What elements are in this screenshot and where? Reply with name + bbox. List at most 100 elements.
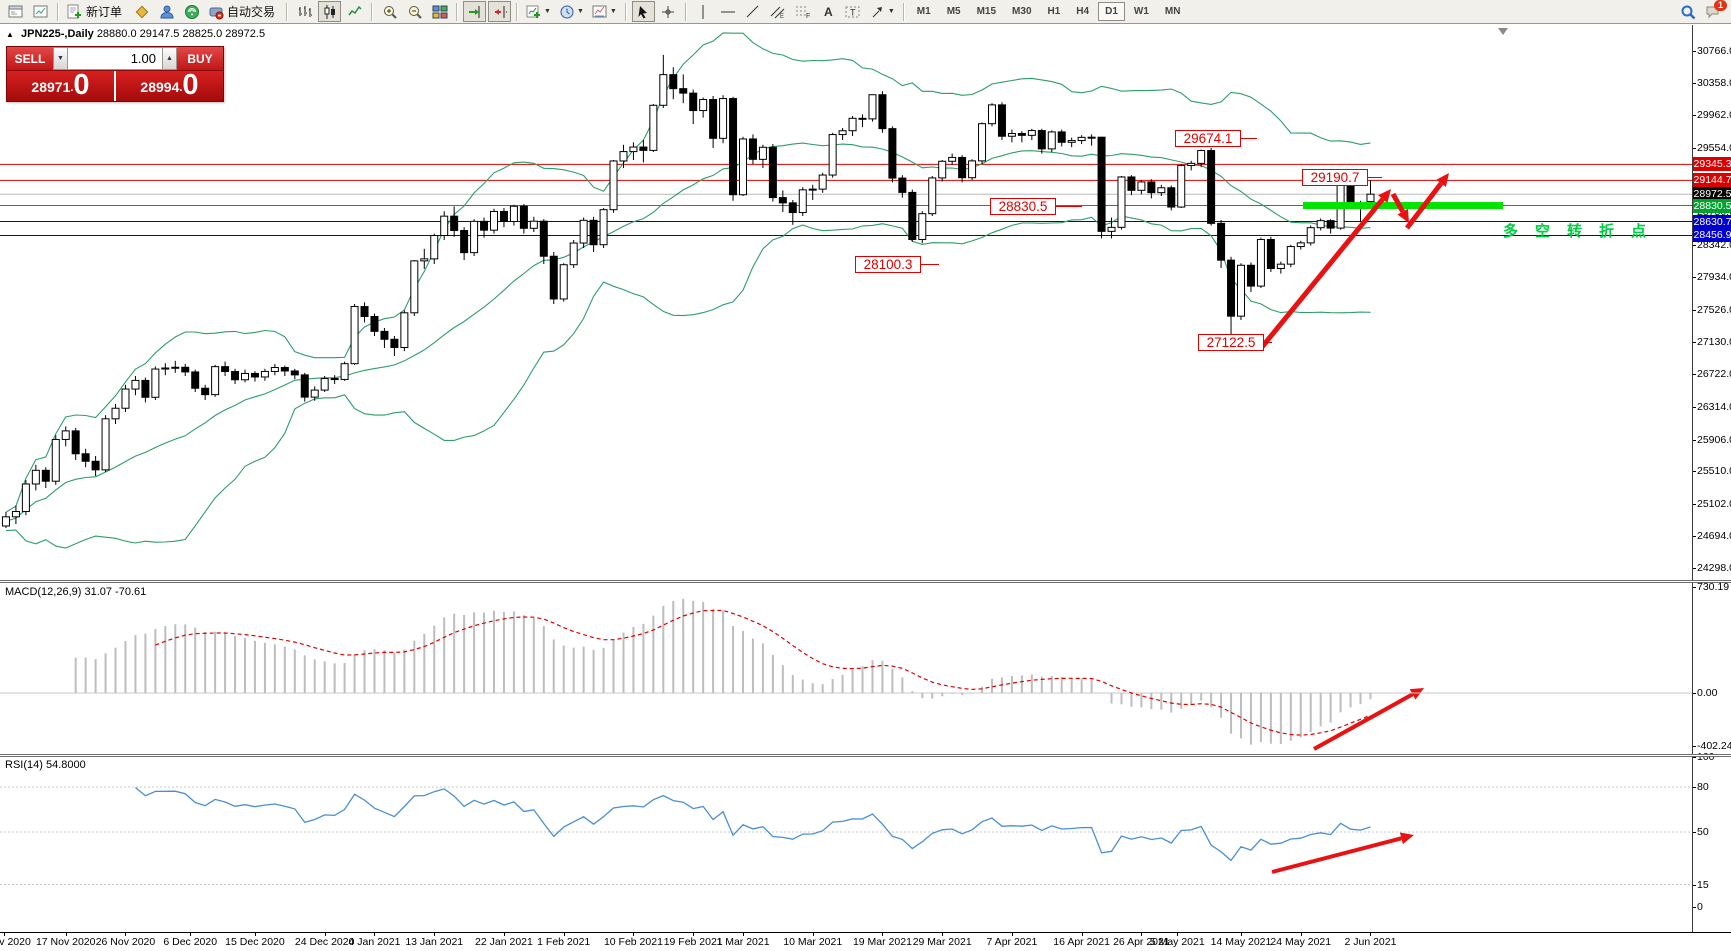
- candle-body: [768, 146, 777, 199]
- trendline-button[interactable]: [742, 1, 765, 22]
- text-label-button[interactable]: T: [842, 1, 865, 22]
- macd-pane[interactable]: [0, 583, 1692, 754]
- buy-price[interactable]: 28994 . 0: [114, 71, 223, 101]
- periods-icon: [560, 5, 574, 18]
- candle-body: [250, 372, 259, 378]
- trend-arrow[interactable]: [1271, 836, 1402, 874]
- candle-body: [1177, 165, 1186, 208]
- candle-body: [71, 430, 80, 455]
- new-order-button[interactable]: 新订单: [64, 1, 128, 22]
- search-button[interactable]: [1676, 1, 1699, 22]
- rsi-label: RSI(14) 54.8000: [5, 759, 86, 771]
- tick-chart-button[interactable]: [29, 1, 52, 22]
- templates-button[interactable]: ▼: [589, 1, 620, 22]
- buy-button[interactable]: BUY: [177, 47, 223, 70]
- rsi-axis-tick: 50: [1693, 826, 1709, 838]
- zoom-in-button[interactable]: [378, 1, 401, 22]
- timeframe-m30-button[interactable]: M30: [1005, 2, 1038, 21]
- volume-increase-button[interactable]: ▲: [162, 47, 177, 70]
- arrows-icon: [872, 6, 882, 17]
- fibonacci-button[interactable]: F: [792, 1, 815, 22]
- autotrading-button[interactable]: 自动交易: [205, 1, 281, 22]
- date-label: 5 May 2021: [1149, 936, 1205, 948]
- trend-arrow[interactable]: [1405, 181, 1444, 230]
- trend-arrow[interactable]: [1260, 197, 1385, 349]
- trend-arrow-head: [1436, 173, 1449, 187]
- pane-splitter[interactable]: [0, 580, 1731, 581]
- macd-axis-tick: -402.24: [1693, 740, 1731, 752]
- price-axis[interactable]: 30766.030358.029962.029554.029146.028750…: [1692, 25, 1731, 932]
- volume-input[interactable]: [68, 47, 162, 70]
- vertical-line-button[interactable]: [692, 1, 715, 22]
- volume-decrease-button[interactable]: ▼: [53, 47, 68, 70]
- support-band[interactable]: [1303, 202, 1503, 210]
- timeframe-h4-button[interactable]: H4: [1069, 2, 1096, 21]
- date-tick: [503, 933, 505, 936]
- candle-body: [350, 306, 359, 365]
- signals-button[interactable]: [155, 1, 178, 22]
- candle-body: [1007, 133, 1016, 137]
- auto-scroll-button[interactable]: [463, 1, 487, 22]
- periods-button[interactable]: ▼: [556, 1, 587, 22]
- indicators-icon: [526, 5, 541, 18]
- zoom-out-button[interactable]: [403, 1, 426, 22]
- candle-body: [1187, 162, 1196, 167]
- line-chart-button[interactable]: [343, 1, 366, 22]
- candle-body: [231, 371, 240, 381]
- date-label: 29 Mar 2021: [912, 936, 972, 948]
- candle-body: [191, 371, 200, 389]
- date-tick: [1370, 933, 1372, 936]
- chart-shift-button[interactable]: [488, 1, 512, 22]
- horizontal-line-button[interactable]: [717, 1, 740, 22]
- chart-window-button[interactable]: [4, 1, 27, 22]
- timeframe-h1-button[interactable]: H1: [1041, 2, 1068, 21]
- candle-body: [679, 88, 688, 94]
- candle-body: [719, 98, 728, 139]
- bollinger-middle: [5, 142, 1371, 522]
- sell-price[interactable]: 28971 . 0: [7, 71, 114, 101]
- bar-chart-button[interactable]: [293, 1, 316, 22]
- candle-body: [1197, 150, 1206, 164]
- candle-body: [430, 235, 439, 260]
- indicators-button[interactable]: ▼: [523, 1, 554, 22]
- rsi-axis-tick: 100: [1693, 751, 1715, 763]
- arrows-button[interactable]: ▼: [867, 1, 898, 22]
- news-button[interactable]: [180, 1, 203, 22]
- price-chart-pane[interactable]: [0, 25, 1692, 581]
- candle-body: [1097, 136, 1106, 232]
- candle-body: [221, 366, 230, 373]
- timeframe-m5-button[interactable]: M5: [940, 2, 968, 21]
- timeframe-w1-button[interactable]: W1: [1127, 2, 1156, 21]
- crosshair-button[interactable]: [657, 1, 680, 22]
- candle-body: [1266, 239, 1275, 269]
- market-button[interactable]: [130, 1, 153, 22]
- tile-windows-button[interactable]: [428, 1, 451, 22]
- notifications-button[interactable]: 1: [1701, 0, 1727, 22]
- pane-splitter[interactable]: [0, 754, 1731, 755]
- timeframe-m15-button[interactable]: M15: [970, 2, 1003, 21]
- candle-body: [1047, 131, 1056, 150]
- trend-arrow[interactable]: [1390, 192, 1405, 213]
- timeframe-mn-button[interactable]: MN: [1158, 2, 1188, 21]
- trend-arrow[interactable]: [1313, 692, 1414, 751]
- date-tick: [942, 933, 944, 936]
- rsi-axis-tick: 80: [1693, 781, 1709, 793]
- timeframe-d1-button[interactable]: D1: [1098, 2, 1125, 21]
- cursor-button[interactable]: [631, 1, 655, 22]
- sell-button[interactable]: SELL: [7, 47, 53, 70]
- symbol-collapse-icon[interactable]: ▲: [6, 30, 14, 39]
- timeframe-m1-button[interactable]: M1: [910, 2, 938, 21]
- candle-body: [1157, 187, 1166, 194]
- candle-body: [529, 220, 538, 229]
- candle-body: [908, 191, 917, 241]
- channel-button[interactable]: E: [767, 1, 790, 22]
- rsi-pane[interactable]: [0, 757, 1692, 931]
- svg-text:E: E: [780, 14, 784, 20]
- price-tag: 28456.9: [1693, 228, 1731, 243]
- candlestick-button[interactable]: [318, 1, 342, 22]
- candle-body: [141, 379, 150, 398]
- text-button[interactable]: A: [817, 1, 840, 22]
- svg-text:F: F: [806, 13, 810, 20]
